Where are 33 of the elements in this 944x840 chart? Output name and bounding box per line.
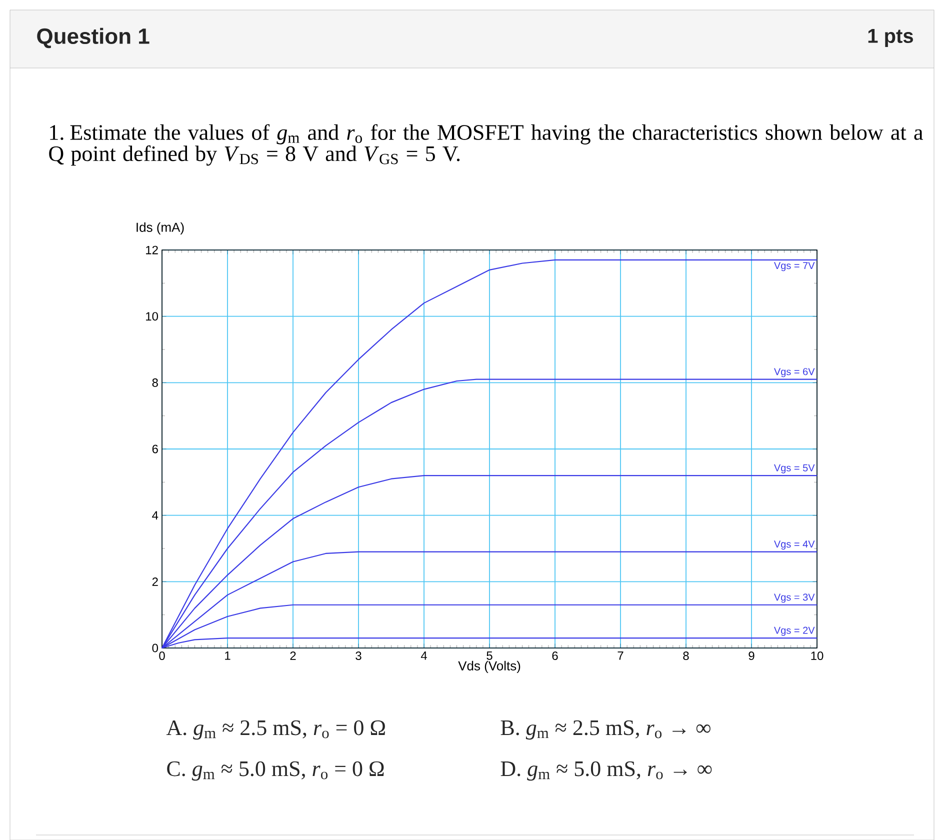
y-tick-label: 6 — [152, 444, 158, 454]
text: D. g$_{m}$ ≈ 5.0 mS, r$_{o}$ → ∞ — [500, 761, 712, 781]
x-tick-label: 2 — [290, 651, 296, 660]
text: 1 pts — [868, 28, 913, 47]
x-tick-label: 4 — [420, 651, 427, 660]
x-tick-label: 7 — [618, 651, 624, 660]
series-label: Vgs = 7V — [774, 262, 815, 272]
x-tick-label: 3 — [356, 651, 362, 660]
text: C. g$_{m}$ ≈ 5.0 mS, r$_{o}$ = 0 Ω — [167, 761, 384, 781]
text: Question 1 — [37, 28, 150, 48]
y-tick-label: 12 — [146, 246, 158, 254]
text: A. g$_{m}$ ≈ 2.5 mS, r$_{o}$ = 0 Ω — [166, 720, 385, 740]
series-label: Vgs = 3V — [774, 594, 815, 603]
text: B. g$_{m}$ ≈ 2.5 mS, r$_{o}$ → ∞ — [500, 720, 710, 740]
x-tick-label: 6 — [552, 651, 558, 660]
series-label: Vgs = 6V — [774, 368, 815, 378]
x-tick-label: 9 — [748, 651, 754, 660]
y-tick-label: 0 — [152, 644, 158, 652]
x-tick-label: 0 — [159, 651, 165, 660]
y-tick-label: 8 — [152, 378, 158, 387]
x-tick-label: 10 — [811, 651, 824, 660]
x-tick-label: 1 — [225, 651, 230, 660]
series-label: Vgs = 4V — [774, 540, 815, 550]
series-label: Vgs = 5V — [774, 464, 815, 474]
chart-title: 1. Estimate the values of g$_{m}$ and r$_{o}$ for the MOSFET having the characteristics shown below at a Q point defined by V$_{DS}$ = 8 V and V$_{GS}$ = 5 V. — [49, 124, 923, 166]
series-label: Vgs = 2V — [774, 626, 815, 636]
y-tick-label: 4 — [152, 511, 158, 520]
y-tick-label: 10 — [146, 312, 158, 320]
x-tick-label: 5 — [486, 651, 492, 660]
y-axis-title: Ids (mA) — [136, 222, 184, 234]
x-tick-label: 8 — [683, 651, 689, 660]
y-tick-label: 2 — [152, 577, 158, 586]
x-axis-title: Vds (Volts) — [458, 660, 520, 673]
